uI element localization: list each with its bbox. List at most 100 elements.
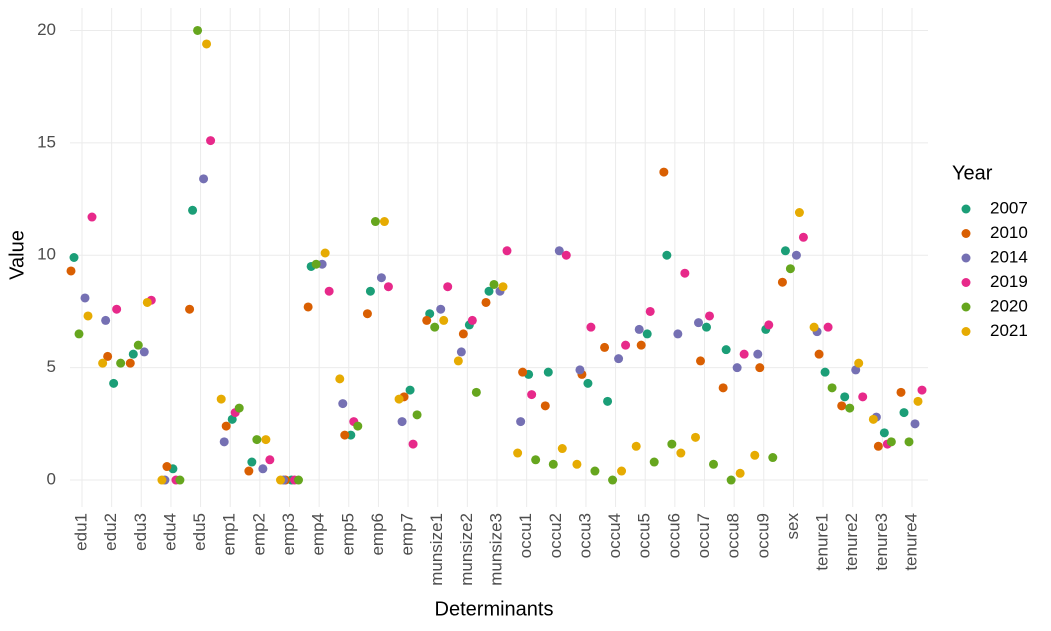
point — [311, 259, 321, 269]
point — [394, 394, 404, 404]
point — [518, 367, 528, 377]
point — [899, 408, 909, 418]
point — [199, 174, 209, 184]
x-tick-label: munsize2 — [457, 513, 476, 586]
point — [320, 248, 330, 258]
point — [755, 363, 765, 373]
point — [614, 354, 624, 364]
point — [513, 448, 523, 458]
legend-swatch — [961, 302, 971, 312]
point — [397, 417, 407, 427]
point — [453, 356, 463, 366]
point — [873, 441, 883, 451]
legend-swatch — [961, 278, 971, 287]
point — [561, 250, 571, 260]
point — [221, 421, 231, 431]
point — [98, 358, 108, 368]
point — [193, 25, 203, 35]
x-tick-label: edu4 — [160, 513, 179, 551]
point — [583, 378, 593, 388]
point — [379, 217, 389, 227]
point — [439, 315, 449, 325]
y-tick-label: 10 — [37, 245, 56, 264]
point — [103, 351, 113, 361]
point — [721, 345, 731, 355]
x-axis-title: Determinants — [435, 598, 554, 620]
x-tick-label: occu2 — [546, 513, 565, 558]
point — [252, 435, 262, 445]
point — [575, 365, 585, 375]
point — [780, 246, 790, 256]
point — [162, 462, 172, 472]
point — [531, 455, 541, 465]
point — [276, 475, 285, 485]
point — [917, 385, 927, 395]
x-tick-label: emp1 — [220, 513, 239, 556]
point — [904, 437, 914, 447]
point — [820, 367, 830, 377]
point — [458, 329, 468, 339]
x-tick-label: tenure4 — [901, 513, 920, 571]
point — [868, 414, 878, 424]
point — [425, 309, 435, 319]
point — [676, 448, 686, 458]
point — [705, 311, 714, 321]
point — [554, 246, 564, 256]
x-tick-label: edu3 — [131, 513, 150, 551]
point — [116, 358, 126, 368]
x-tick-label: tenure1 — [813, 513, 832, 571]
point — [133, 340, 143, 350]
point — [340, 430, 350, 440]
point — [405, 385, 415, 395]
point — [422, 315, 432, 325]
legend-swatch — [961, 229, 971, 238]
point — [768, 453, 778, 463]
point — [80, 293, 90, 303]
point — [185, 304, 195, 314]
x-tick-label: occu1 — [516, 513, 535, 558]
point — [376, 273, 386, 283]
legend-label: 2021 — [990, 321, 1028, 340]
point — [600, 342, 610, 352]
point — [858, 392, 868, 402]
point — [498, 282, 508, 292]
point — [353, 421, 363, 431]
point — [471, 387, 481, 397]
point — [481, 297, 491, 307]
point — [726, 475, 736, 485]
point — [702, 322, 711, 332]
point — [370, 217, 380, 227]
point — [649, 457, 659, 467]
point — [175, 475, 185, 485]
point — [303, 302, 313, 312]
point — [753, 349, 763, 359]
y-tick-label: 20 — [37, 20, 56, 39]
x-tick-label: emp4 — [309, 513, 328, 556]
x-tick-label: emp5 — [338, 513, 357, 556]
legend-title: Year — [952, 162, 993, 184]
point — [739, 349, 749, 359]
point — [621, 340, 631, 350]
point — [83, 311, 93, 321]
legend-label: 2014 — [990, 247, 1028, 266]
point — [910, 419, 920, 429]
point — [489, 279, 499, 289]
point — [854, 358, 864, 368]
y-tick-label: 15 — [37, 132, 56, 151]
point — [673, 329, 683, 339]
point — [617, 466, 627, 476]
point — [709, 459, 718, 469]
legend-label: 2007 — [990, 198, 1028, 217]
point — [827, 383, 837, 393]
point — [879, 428, 889, 438]
point — [247, 457, 257, 467]
x-tick-label: emp2 — [249, 513, 268, 556]
point — [557, 444, 567, 454]
point — [294, 475, 303, 485]
point — [227, 414, 237, 424]
point — [66, 266, 76, 276]
point — [735, 468, 745, 478]
point — [540, 401, 550, 411]
point — [840, 392, 850, 402]
y-tick-label: 5 — [47, 357, 56, 376]
